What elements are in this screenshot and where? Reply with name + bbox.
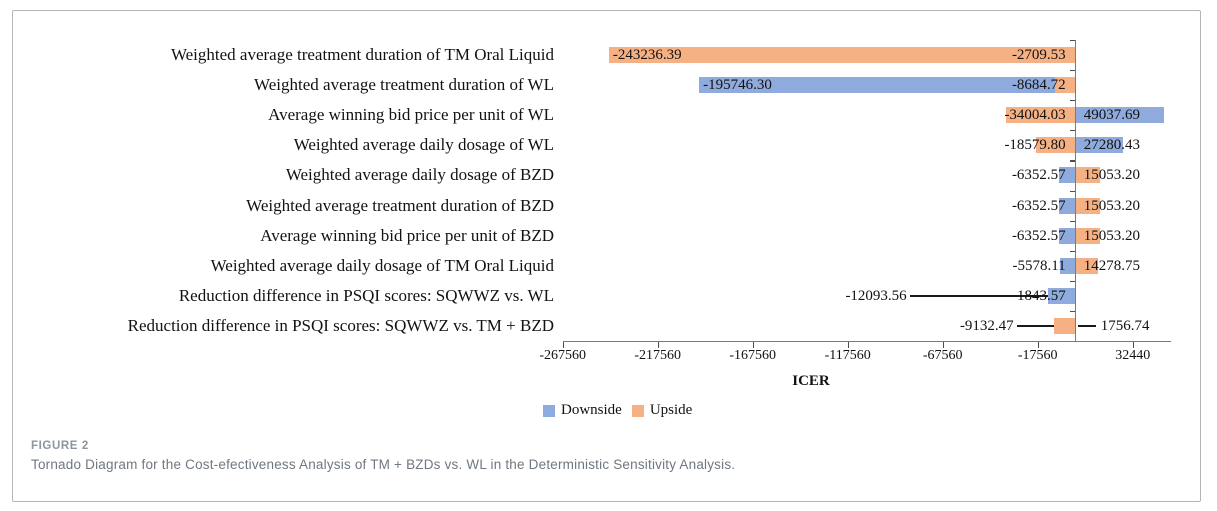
bar-downside bbox=[699, 77, 1076, 94]
category-label: Average winning bid price per unit of BZ… bbox=[260, 225, 554, 245]
legend-swatch-downside-icon bbox=[543, 404, 555, 417]
data-label: 1756.74 bbox=[1100, 317, 1150, 334]
y-axis-tick bbox=[1069, 280, 1076, 282]
x-tick-label: -117560 bbox=[824, 348, 871, 363]
bar-upside bbox=[1075, 227, 1100, 244]
x-tick-label: -217560 bbox=[634, 348, 682, 363]
bar-upside bbox=[1006, 107, 1076, 124]
y-axis-tick bbox=[1069, 70, 1076, 72]
x-axis-tick bbox=[942, 342, 944, 348]
figure-label: FIGURE 2 bbox=[31, 440, 89, 452]
y-axis-tick bbox=[1069, 100, 1076, 102]
data-label: -6352.57 bbox=[1011, 197, 1066, 214]
y-axis-tick bbox=[1069, 160, 1076, 162]
y-axis-tick bbox=[1069, 310, 1076, 313]
data-label: -9132.47 bbox=[959, 317, 1014, 334]
x-tick-label: -67560 bbox=[922, 348, 963, 363]
x-tick-label: -167560 bbox=[729, 348, 777, 363]
y-axis-tick bbox=[1069, 220, 1076, 222]
data-label: -6352.57 bbox=[1011, 167, 1066, 184]
legend-item-downside: Downside bbox=[543, 402, 622, 419]
data-label: -12093.56 bbox=[845, 287, 907, 304]
x-tick-label: -267560 bbox=[539, 348, 587, 363]
data-label: -6352.57 bbox=[1011, 227, 1066, 244]
bar-upside bbox=[1075, 167, 1100, 184]
x-axis-tick bbox=[847, 342, 849, 348]
category-label: Average winning bid price per unit of WL bbox=[268, 105, 554, 125]
legend-label-upside: Upside bbox=[649, 402, 693, 418]
y-axis-tick bbox=[1069, 250, 1076, 252]
data-label: -195746.30 bbox=[703, 77, 772, 94]
leader-line bbox=[909, 295, 1049, 297]
category-label: Weighted average daily dosage of TM Oral… bbox=[210, 255, 554, 275]
category-label: Weighted average daily dosage of BZD bbox=[285, 165, 554, 185]
bar-downside bbox=[1075, 107, 1165, 124]
data-label: -8684.72 bbox=[1011, 77, 1066, 94]
x-axis-tick bbox=[1037, 342, 1039, 348]
data-label: -5578.11 bbox=[1012, 257, 1066, 274]
data-label: 15053.20 bbox=[1083, 197, 1140, 214]
bar-upside bbox=[1054, 77, 1076, 94]
figure-caption: Tornado Diagram for the Cost-efectivenes… bbox=[31, 457, 736, 472]
bar-downside bbox=[1075, 137, 1123, 154]
legend-swatch-upside-icon bbox=[631, 404, 644, 417]
x-axis-tick bbox=[1132, 342, 1134, 348]
category-label: Weighted average treatment duration of T… bbox=[170, 45, 554, 64]
data-label: 14278.75 bbox=[1083, 257, 1140, 274]
legend-label-downside: Downside bbox=[561, 402, 622, 418]
bar-upside bbox=[1075, 257, 1099, 274]
x-axis-tick bbox=[752, 342, 754, 348]
data-label: 1843.57 bbox=[1016, 287, 1066, 304]
category-label: Reduction difference in PSQI scores: SQW… bbox=[127, 315, 554, 335]
data-label: 15053.20 bbox=[1083, 167, 1140, 184]
category-label: Weighted average treatment duration of W… bbox=[254, 75, 554, 95]
data-label: -34004.03 bbox=[1004, 107, 1066, 124]
y-axis-tick bbox=[1069, 190, 1076, 192]
legend-item-upside: Upside bbox=[631, 402, 693, 419]
category-label: Weighted average treatment duration of B… bbox=[246, 195, 554, 215]
x-axis-tick bbox=[562, 342, 564, 348]
data-label: 49037.69 bbox=[1083, 107, 1140, 124]
data-label: 27280.43 bbox=[1083, 137, 1140, 154]
y-axis-line bbox=[1075, 40, 1077, 341]
bar-upside bbox=[1035, 137, 1076, 154]
bar-downside bbox=[1048, 287, 1076, 304]
x-axis-title: ICER bbox=[792, 373, 830, 389]
x-tick-label: -17560 bbox=[1017, 348, 1058, 363]
bar-downside bbox=[1058, 167, 1076, 184]
data-label: -2709.53 bbox=[1011, 47, 1066, 64]
bar-upside bbox=[608, 47, 1076, 64]
x-axis-tick bbox=[657, 342, 659, 348]
x-axis-line bbox=[562, 341, 1171, 343]
chart-legend: Downside Upside bbox=[543, 402, 702, 419]
leader-line bbox=[1016, 325, 1054, 327]
category-label: Reduction difference in PSQI scores: SQW… bbox=[178, 285, 554, 305]
data-label: -18579.80 bbox=[1004, 137, 1066, 154]
bar-downside bbox=[1058, 227, 1076, 244]
y-axis-tick bbox=[1069, 40, 1076, 42]
category-label: Weighted average daily dosage of WL bbox=[293, 135, 554, 155]
bar-upside bbox=[1053, 317, 1076, 334]
data-label: -243236.39 bbox=[612, 47, 682, 64]
bar-downside bbox=[1058, 197, 1076, 214]
leader-line bbox=[1077, 325, 1096, 327]
bar-downside bbox=[1060, 257, 1076, 274]
bar-upside bbox=[1075, 197, 1100, 214]
x-tick-label: 32440 bbox=[1115, 348, 1151, 363]
data-label: 15053.20 bbox=[1083, 227, 1140, 244]
y-axis-tick bbox=[1069, 130, 1076, 132]
